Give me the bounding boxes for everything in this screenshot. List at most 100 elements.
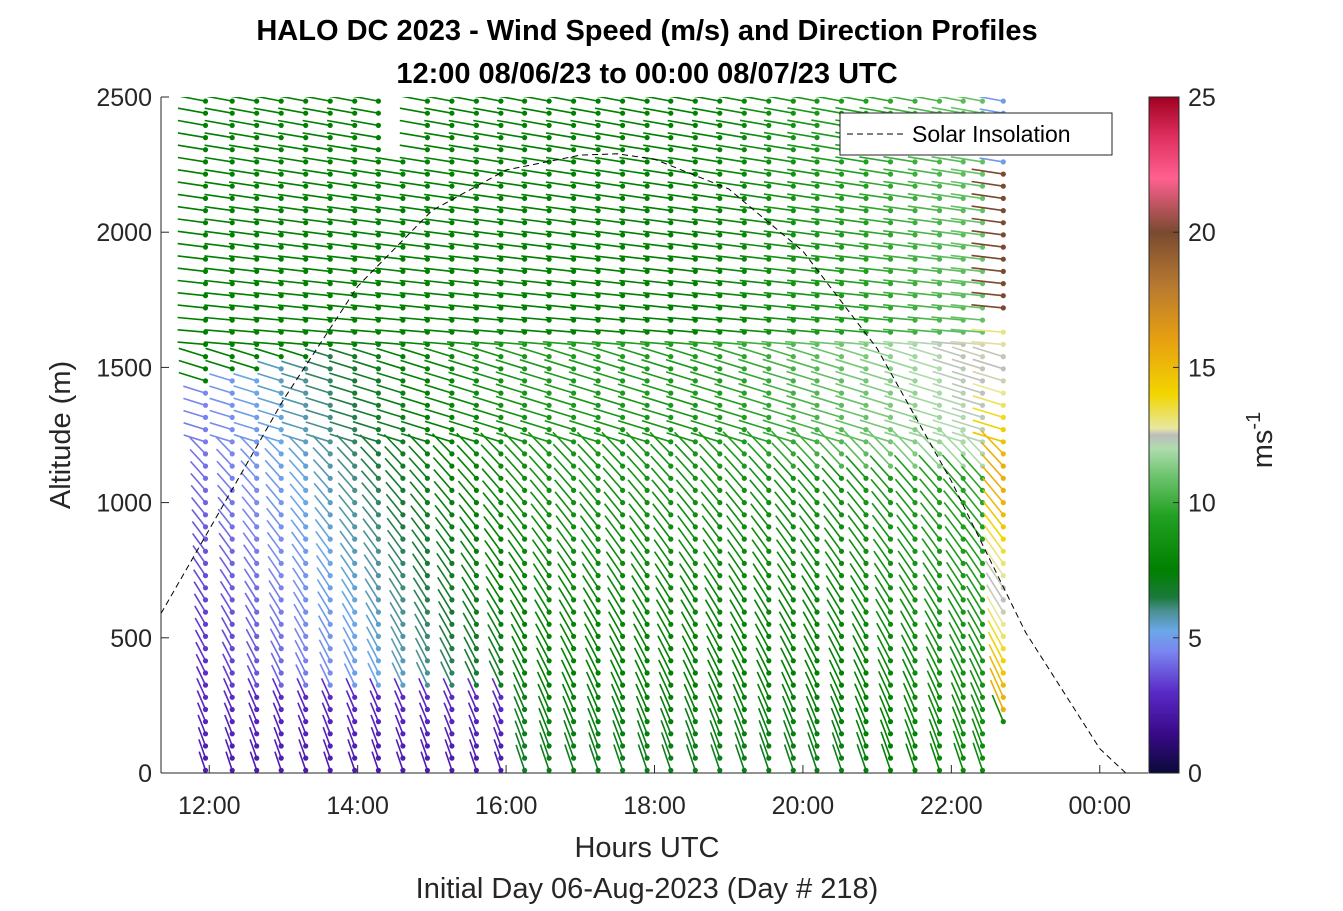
wind-barb-shaft [951,694,964,722]
wind-barb-shaft [786,316,818,321]
wind-barb-shaft [642,193,671,200]
wind-barb-shaft [756,671,770,698]
wind-barb-point [254,560,260,567]
wind-barb-point [960,256,966,262]
wind-barb-shaft [968,645,984,674]
wind-barb-point [352,232,358,238]
wind-barb-point [498,500,504,506]
wind-barb-shaft [932,395,964,407]
colorbar-tick-label: 10 [1188,490,1216,518]
wind-barb-shaft [481,456,502,479]
wind-barb-shaft [667,218,696,224]
wind-barb-shaft [677,515,696,540]
wind-barb-shaft [674,455,696,479]
wind-barb-point [912,597,918,603]
wind-barb-shaft [715,168,745,175]
wind-barb-shaft [834,242,867,248]
wind-barb-point [717,195,723,201]
wind-barb-shaft [419,714,429,735]
wind-barb-point [352,463,358,469]
wind-barb-point [912,159,918,165]
wind-barb-shaft [386,517,404,540]
wind-barb-point [473,98,479,104]
wind-barb-point [352,706,358,713]
wind-barb-point [498,232,504,238]
wind-barb-point [375,731,381,737]
wind-barb-point [229,439,235,445]
wind-barb-shaft [247,690,258,710]
wind-barb-point [424,220,430,226]
wind-barb-point [449,621,455,627]
wind-barb-shaft [326,132,355,139]
wind-barb-point [327,487,333,493]
wind-barb-shaft [458,492,478,516]
wind-barb-point [863,159,869,165]
wind-barb-point [936,585,943,591]
wind-barb-point [546,402,552,408]
wind-barb-point [595,122,601,128]
wind-barb-point [936,293,943,299]
wind-barb-point [352,658,358,664]
wind-barb-shaft [521,193,550,200]
wind-barb-point [668,208,674,214]
wind-barb-point [473,524,479,530]
wind-barb-point [936,366,943,372]
wind-barb-point [229,378,235,384]
wind-barb-point [352,159,358,165]
wind-barb-point [766,706,772,713]
wind-barb-point [303,487,309,493]
wind-barb-point [498,585,504,591]
wind-barb-point [838,451,845,457]
wind-barb-point [595,609,601,615]
wind-barb-shaft [229,119,257,127]
wind-barb-shaft [521,132,550,139]
wind-barb-shaft [714,431,745,443]
wind-barb-shaft [619,169,648,175]
wind-barb-shaft [617,383,648,394]
wind-barb-shaft [560,659,575,686]
wind-barb-point [814,414,820,420]
wind-barb-point [717,719,723,725]
wind-barb-shaft [971,304,1004,309]
wind-barb-point [254,719,260,725]
wind-barb-point [620,463,626,469]
wind-barb-shaft [754,623,770,649]
wind-barb-shaft [215,448,233,467]
wind-barb-point [620,366,626,372]
wind-barb-shaft [351,341,379,346]
wind-barb-shaft [375,242,403,248]
wind-barb-shaft [277,218,306,224]
wind-barb-shaft [835,431,867,443]
wind-barb-shaft [529,491,550,516]
wind-barb-point [668,354,674,360]
wind-barb-shaft [632,599,648,625]
wind-barb-point [498,354,504,360]
wind-barb-point [717,597,723,603]
wind-barb-shaft [810,230,842,236]
wind-barb-point [327,256,333,262]
wind-barb-shaft [457,480,478,504]
wind-barb-point [229,573,235,579]
wind-barb-point [814,147,820,153]
wind-barb-point [814,548,820,554]
wind-barb-point [473,281,479,287]
wind-barb-point [254,402,260,408]
wind-barb-point [424,536,430,542]
wind-barb-shaft [659,707,672,735]
wind-barb-point [790,305,796,311]
wind-barb-shaft [367,662,380,686]
wind-barb-shaft [228,193,257,200]
wind-barb-point [741,366,747,372]
wind-barb-shaft [287,435,307,455]
wind-barb-shaft [400,420,428,431]
wind-barb-point [717,585,723,591]
wind-barb-shaft [411,541,429,564]
wind-barb-shaft [315,542,331,564]
wind-barb-shaft [826,611,843,637]
wind-barb-point [620,767,626,773]
x-axis-label: Hours UTC [574,832,719,864]
wind-barb-shaft [855,707,867,735]
wind-barb-shaft [218,532,233,552]
wind-barb-point [498,743,504,749]
wind-barb-shaft [339,542,356,564]
